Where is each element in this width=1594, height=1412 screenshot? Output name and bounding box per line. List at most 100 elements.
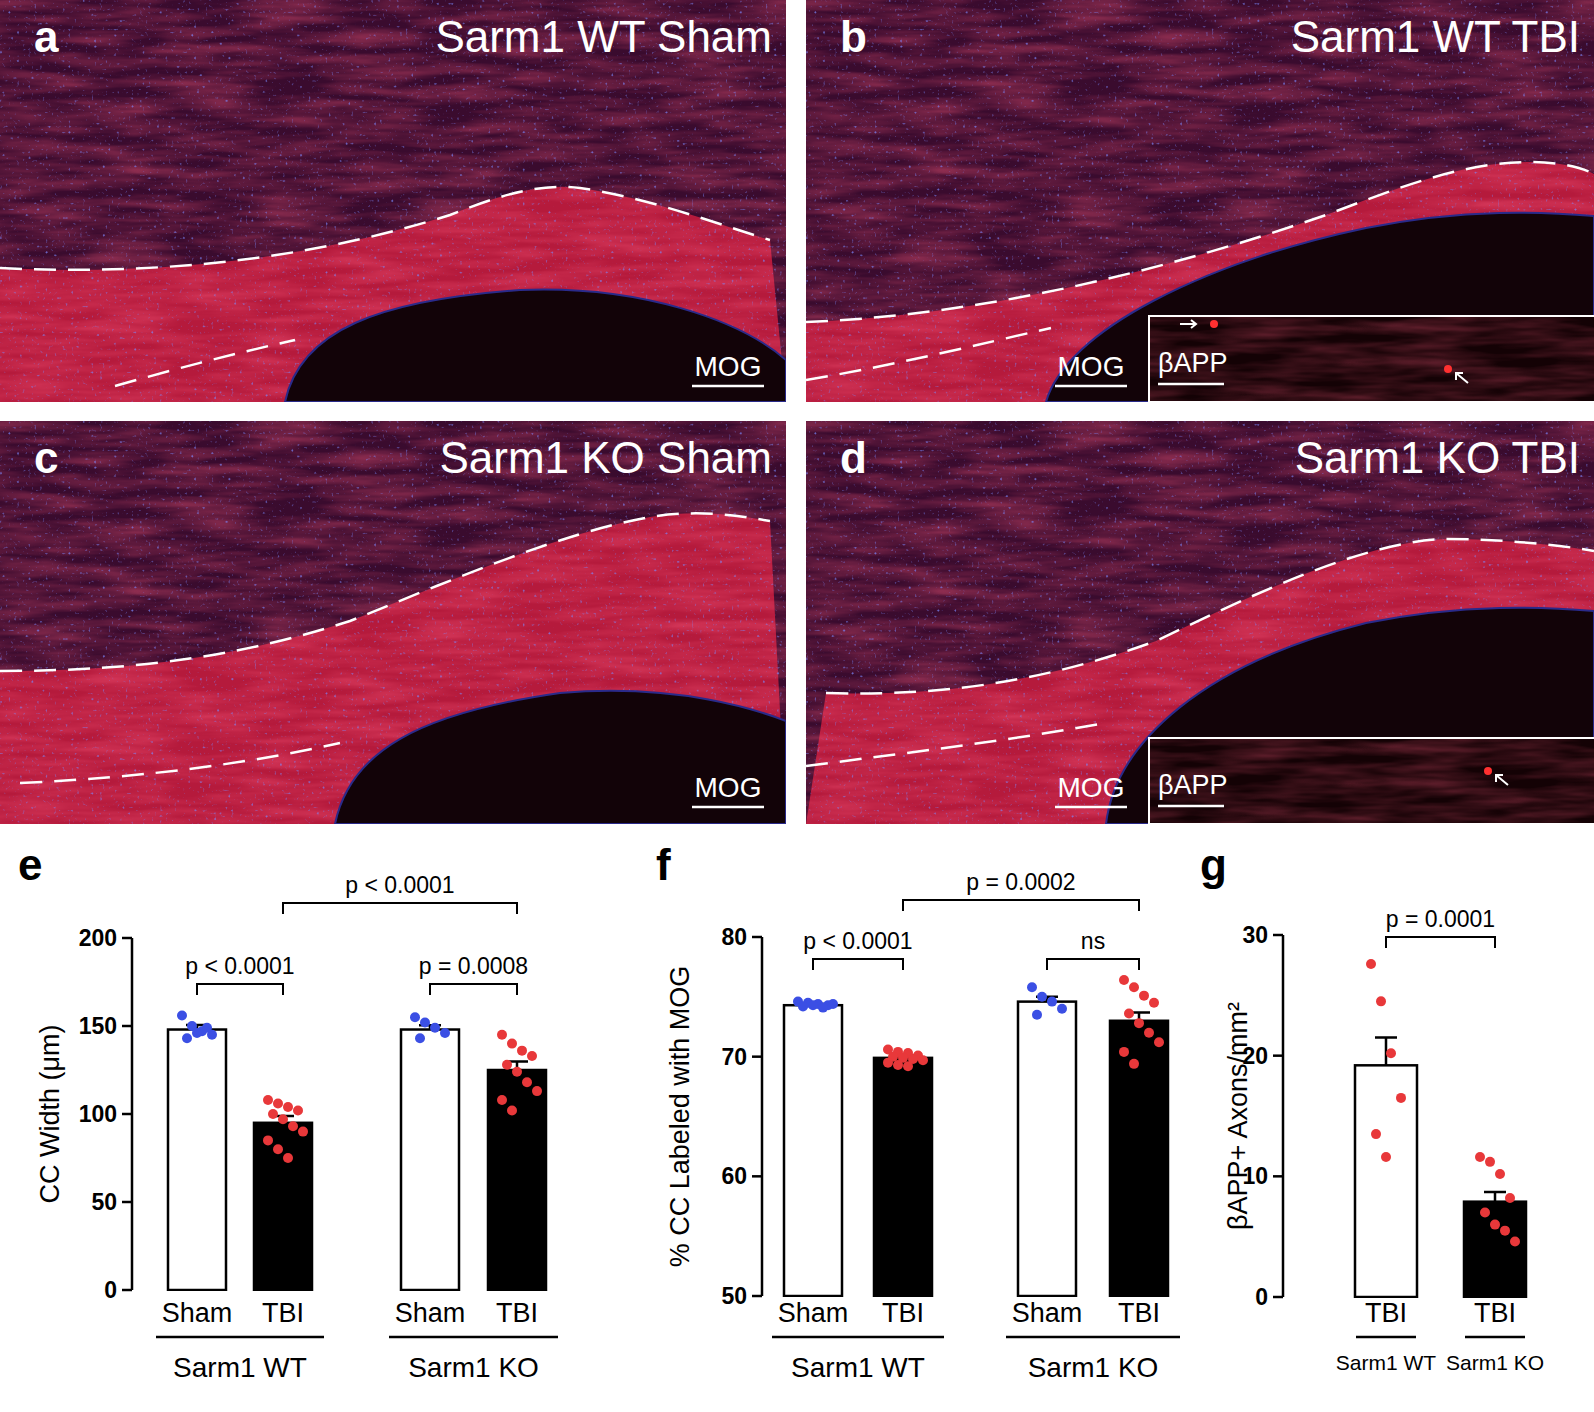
ventricle xyxy=(1046,213,1594,402)
group-underline xyxy=(389,1336,558,1339)
panel-title: Sarm1 KO TBI xyxy=(1295,433,1580,482)
data-point xyxy=(440,1028,450,1038)
stain-label: MOG xyxy=(1058,351,1125,382)
y-tick xyxy=(752,1295,762,1298)
y-tick xyxy=(122,1201,132,1204)
significance-label: p < 0.0001 xyxy=(345,872,454,898)
nuclei xyxy=(806,421,1594,824)
data-point xyxy=(283,1102,293,1112)
stain-label: MOG xyxy=(1058,772,1125,803)
data-point xyxy=(828,999,838,1009)
y-tick xyxy=(122,1025,132,1028)
panel-title: Sarm1 WT Sham xyxy=(435,12,772,61)
inset-stain-label: βAPP xyxy=(1158,348,1228,378)
data-point xyxy=(1480,1208,1490,1218)
group-underline xyxy=(1356,1336,1416,1339)
cortex xyxy=(806,421,1594,824)
category-label: TBI xyxy=(262,1298,304,1328)
arrow xyxy=(1456,373,1468,383)
data-point xyxy=(1027,982,1037,992)
group-label: Sarm1 KO xyxy=(1446,1351,1544,1374)
data-point xyxy=(273,1098,283,1108)
y-tick-label: 150 xyxy=(79,1013,117,1039)
cortex xyxy=(0,0,786,402)
cc-border xyxy=(0,513,770,671)
y-tick xyxy=(1273,934,1283,937)
y-tick-label: 50 xyxy=(721,1283,747,1309)
category-label: Sham xyxy=(778,1298,849,1328)
data-point xyxy=(1376,996,1386,1006)
data-point xyxy=(263,1095,273,1105)
panel-label: d xyxy=(840,433,867,482)
data-point xyxy=(415,1033,425,1043)
bar xyxy=(254,1123,312,1290)
data-point xyxy=(420,1017,430,1027)
data-point xyxy=(1119,975,1129,985)
cc-border xyxy=(806,723,1106,766)
cc-border xyxy=(826,539,1594,694)
y-axis xyxy=(1282,935,1285,1297)
data-point xyxy=(410,1012,420,1022)
y-tick xyxy=(1273,1054,1283,1057)
data-point xyxy=(1119,1047,1129,1057)
data-point xyxy=(192,1028,202,1038)
inset-stain-label: βAPP xyxy=(1158,770,1228,800)
data-point xyxy=(1485,1157,1495,1167)
data-point xyxy=(1129,1059,1139,1069)
data-point xyxy=(1386,1048,1396,1058)
bar xyxy=(1355,1065,1417,1297)
data-point xyxy=(918,1055,928,1065)
y-tick-label: 0 xyxy=(1255,1284,1268,1310)
ventricle xyxy=(335,691,786,824)
micrograph-panel: d Sarm1 KO TBI MOG βAPP xyxy=(806,421,1594,824)
data-point xyxy=(298,1127,308,1137)
figure: aSarm1 WT ShamMOGbSarm1 WT TBIMOGβAPPcSa… xyxy=(0,0,1594,1412)
data-point xyxy=(278,1114,288,1124)
cc-border xyxy=(20,743,340,783)
data-point xyxy=(202,1023,212,1033)
y-tick xyxy=(1273,1175,1283,1178)
arrow xyxy=(1496,775,1508,785)
texture xyxy=(0,421,786,824)
significance-label: p < 0.0001 xyxy=(803,928,912,954)
app-axon xyxy=(1444,365,1452,373)
cc-border xyxy=(806,328,1051,380)
error-bar xyxy=(1484,1192,1506,1202)
data-point xyxy=(293,1105,303,1115)
data-point xyxy=(1154,1037,1164,1047)
data-point xyxy=(1124,1009,1134,1019)
data-point xyxy=(1149,998,1159,1008)
data-point xyxy=(1475,1152,1485,1162)
significance-label: p = 0.0008 xyxy=(419,953,528,979)
significance-label: ns xyxy=(1081,928,1105,954)
plot-area xyxy=(1355,959,1526,1297)
plot-area xyxy=(168,1010,546,1290)
significance-bracket xyxy=(1386,937,1495,948)
bar-chart: f50607080% CC Labeled with MOGShamTBISha… xyxy=(656,840,1180,1383)
data-point xyxy=(1057,1004,1067,1014)
category-label: TBI xyxy=(882,1298,924,1328)
scale-bar xyxy=(1055,385,1127,388)
data-point xyxy=(177,1010,187,1020)
significance-label: p = 0.0001 xyxy=(1386,906,1495,932)
bar-chart: g0102030βAPP+ Axons/mm²TBITBISarm1 WTSar… xyxy=(1200,840,1544,1374)
data-point xyxy=(532,1086,542,1096)
y-tick-label: 200 xyxy=(79,925,117,951)
data-point xyxy=(1129,982,1139,992)
cc-border xyxy=(115,340,295,386)
significance-label: p < 0.0001 xyxy=(185,953,294,979)
data-point xyxy=(1510,1236,1520,1246)
scale-bar xyxy=(1055,806,1127,809)
bar xyxy=(401,1030,459,1290)
data-point xyxy=(263,1135,273,1145)
panel-label: b xyxy=(840,12,867,61)
significance-label: p = 0.0002 xyxy=(966,869,1075,895)
category-label: TBI xyxy=(1474,1298,1516,1328)
bar xyxy=(784,1005,842,1296)
significance-bracket xyxy=(903,900,1139,911)
inset-texture xyxy=(1150,317,1594,401)
y-tick-label: 70 xyxy=(721,1044,747,1070)
bar xyxy=(1018,1002,1076,1296)
significance-bracket xyxy=(1047,959,1139,970)
panel-label: f xyxy=(656,840,671,889)
